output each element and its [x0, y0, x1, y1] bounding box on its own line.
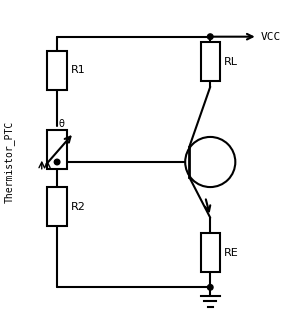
Text: θ: θ [58, 119, 64, 129]
Circle shape [54, 159, 60, 165]
FancyBboxPatch shape [47, 51, 67, 90]
Circle shape [207, 284, 213, 290]
Text: RE: RE [224, 248, 239, 258]
Text: RL: RL [224, 57, 238, 67]
FancyBboxPatch shape [200, 233, 220, 272]
Text: R1: R1 [71, 65, 86, 75]
Circle shape [185, 137, 235, 187]
Text: VCC: VCC [260, 32, 281, 42]
FancyBboxPatch shape [200, 42, 220, 81]
FancyBboxPatch shape [47, 187, 67, 226]
Circle shape [207, 34, 213, 40]
FancyBboxPatch shape [47, 130, 67, 169]
Text: Thermistor_PTC: Thermistor_PTC [4, 121, 15, 203]
Text: R2: R2 [71, 202, 86, 212]
